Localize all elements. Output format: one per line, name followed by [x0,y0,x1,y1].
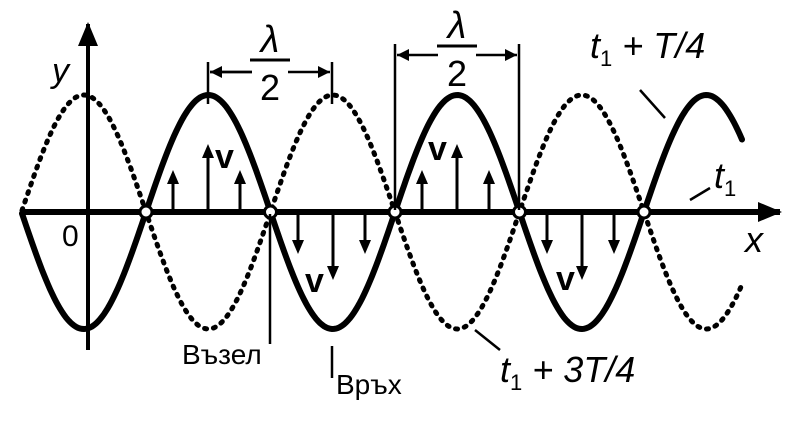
node-point [636,204,652,220]
curve-label-t1: t1 [714,155,736,201]
velocity-arrow-down [608,212,620,254]
curve-label-t1-plus-3t4: t1 + 3T/4 [500,349,635,395]
velocity-arrow-down [327,212,339,280]
leader-t1-plus-3t4 [474,329,501,351]
lambda-symbol: λ [446,5,467,47]
x-axis-label: x [743,219,765,260]
velocity-arrow-down [292,212,304,254]
antinode-label: Връх [336,369,402,400]
velocity-arrow-down [541,212,553,254]
wave-curve-t1-plus-t4 [19,91,745,333]
denominator-two: 2 [260,67,280,108]
leader-t1 [689,186,711,202]
velocity-arrow-down [359,212,371,254]
denominator-two: 2 [447,53,467,94]
lambda-over-2-left: λ 2 [250,19,290,108]
y-axis-label: y [50,52,71,90]
curve-label-t1-plus-t4: t1 + T/4 [590,25,705,71]
node-label: Възел [182,339,262,370]
velocity-label-3: v [428,130,447,168]
lambda-over-2-right: λ 2 [437,5,477,94]
origin-label: 0 [62,220,79,253]
leader-t1-plus-t4 [639,89,666,119]
velocity-arrow-up [202,144,214,212]
velocity-arrow-up [451,144,463,212]
velocity-arrow-up [167,170,179,212]
half-wavelength-bracket-left [206,62,334,104]
velocity-arrow-up [234,170,246,212]
wave-curve-t1-plus-3t4 [19,92,745,332]
node-point [138,204,154,220]
velocity-arrow-down [576,212,588,280]
velocity-arrows [167,144,620,280]
half-wavelength-bracket-right [393,44,521,210]
lambda-symbol: λ [259,19,280,61]
velocity-label-4: v [556,260,575,298]
velocity-arrow-up [483,170,495,212]
velocity-label-1: v [215,138,234,176]
velocity-label-2: v [305,262,324,300]
velocity-arrow-up [416,170,428,212]
